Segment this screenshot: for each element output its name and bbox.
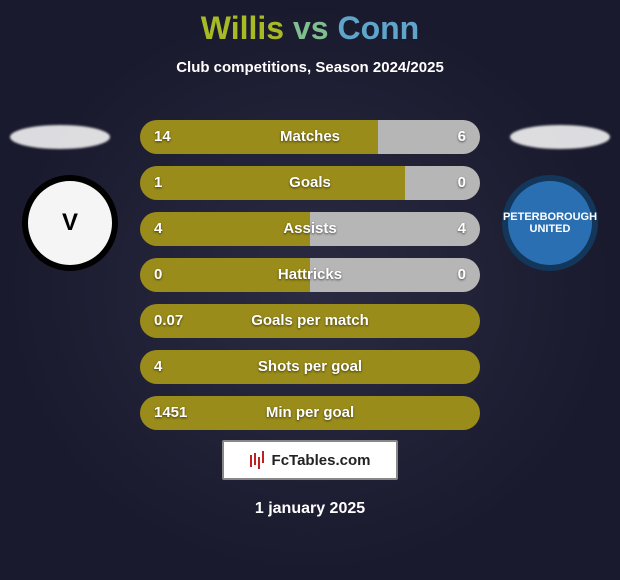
subtitle: Club competitions, Season 2024/2025 bbox=[0, 59, 620, 76]
stat-row: 4Shots per goal bbox=[140, 350, 480, 384]
team-crest-left: V bbox=[22, 175, 118, 271]
comparison-card: Willis vs Conn Club competitions, Season… bbox=[0, 0, 620, 580]
stat-label: Assists bbox=[140, 212, 480, 246]
crest-left-text: V bbox=[62, 209, 78, 237]
stat-row: 44Assists bbox=[140, 212, 480, 246]
team-crest-right: PETERBOROUGH UNITED bbox=[502, 175, 598, 271]
brand-text: FcTables.com bbox=[272, 452, 371, 469]
title-vs: vs bbox=[293, 10, 329, 46]
crest-right-text: PETERBOROUGH UNITED bbox=[503, 211, 597, 235]
stat-label: Matches bbox=[140, 120, 480, 154]
stat-label: Hattricks bbox=[140, 258, 480, 292]
stat-row: 0.07Goals per match bbox=[140, 304, 480, 338]
crest-shadow-right bbox=[510, 125, 610, 149]
brand-badge: FcTables.com bbox=[222, 440, 398, 480]
stat-label: Goals per match bbox=[140, 304, 480, 338]
stat-label: Shots per goal bbox=[140, 350, 480, 384]
stat-row: 146Matches bbox=[140, 120, 480, 154]
stat-label: Goals bbox=[140, 166, 480, 200]
date-label: 1 january 2025 bbox=[255, 500, 365, 518]
title-player1: Willis bbox=[201, 10, 284, 46]
stat-row: 00Hattricks bbox=[140, 258, 480, 292]
stat-row: 1451Min per goal bbox=[140, 396, 480, 430]
crest-shadow-left bbox=[10, 125, 110, 149]
title-player2: Conn bbox=[337, 10, 419, 46]
title: Willis vs Conn bbox=[0, 0, 620, 47]
brand-chart-icon bbox=[250, 453, 268, 467]
stat-label: Min per goal bbox=[140, 396, 480, 430]
stat-row: 10Goals bbox=[140, 166, 480, 200]
stats-bars: 146Matches 10Goals 44Assists 00Hattricks 0.0… bbox=[140, 120, 480, 442]
